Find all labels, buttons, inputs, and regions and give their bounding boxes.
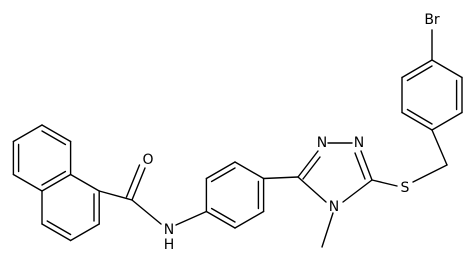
atom-label: N (329, 199, 339, 215)
atom-label: N (317, 135, 327, 151)
atom-label: N (354, 135, 364, 151)
atom-label: Br (424, 12, 440, 28)
atom-label: N (164, 222, 174, 238)
atom-labels: Br O N H N N N S (142, 12, 439, 253)
atom-label: O (142, 152, 153, 168)
atom-label: S (401, 180, 410, 196)
bonds (12, 29, 463, 248)
atom-label: H (164, 237, 175, 253)
